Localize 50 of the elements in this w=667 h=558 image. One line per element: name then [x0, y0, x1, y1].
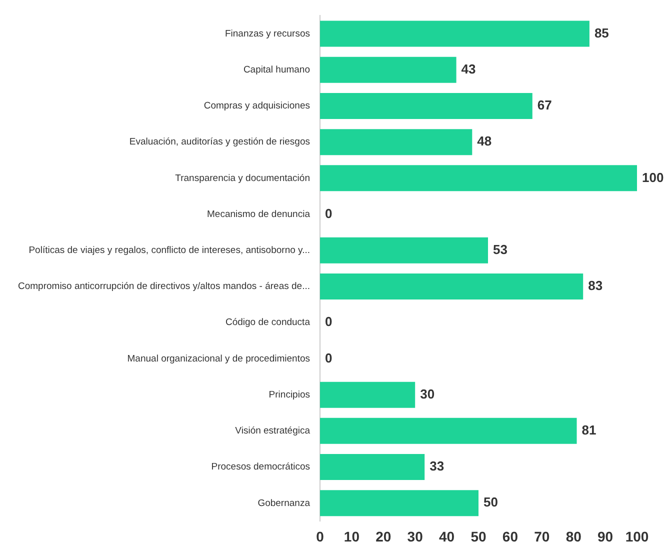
data-label: 67	[537, 98, 552, 113]
x-tick-label: 0	[316, 528, 324, 544]
bar	[320, 418, 577, 444]
y-tick-label: Mecanismo de denuncia	[207, 208, 311, 220]
data-label: 0	[324, 314, 332, 330]
data-label: 43	[461, 61, 476, 76]
y-tick-label: Código de conducta	[225, 317, 311, 328]
data-label: 48	[477, 134, 492, 149]
data-label: 83	[588, 278, 603, 294]
bar	[320, 165, 637, 192]
bar	[320, 92, 532, 119]
data-label: 0	[324, 206, 332, 221]
bar	[320, 490, 478, 516]
data-label: 30	[420, 386, 435, 402]
bar	[320, 382, 416, 408]
x-tick-label: 10	[344, 528, 360, 544]
bar	[320, 129, 472, 156]
y-tick-label: Manual organizacional y de procedimientos	[127, 353, 310, 364]
data-label: 85	[594, 25, 609, 40]
y-tick-label: Transparencia y documentación	[175, 172, 310, 184]
x-tick-label: 30	[407, 528, 424, 544]
data-label: 0	[324, 350, 332, 366]
bar	[320, 20, 590, 47]
x-tick-label: 100	[625, 528, 649, 544]
bar	[320, 56, 456, 83]
y-tick-label: Principios	[268, 389, 310, 400]
y-tick-label: Evaluación, auditorías y gestión de riesgos	[129, 136, 310, 148]
y-tick-label: Capital humano	[243, 64, 310, 76]
x-tick-label: 60	[502, 528, 518, 544]
x-tick-label: 50	[470, 528, 486, 544]
bar	[320, 274, 584, 300]
x-tick-label: 20	[376, 528, 392, 544]
data-label: 81	[582, 422, 596, 438]
data-label: 100	[642, 170, 664, 185]
y-tick-label: Compromiso anticorrupción de directivos y/altos mandos - áreas de...	[18, 281, 310, 292]
x-tick-label: 80	[566, 528, 582, 544]
bar	[320, 454, 425, 480]
x-tick-label: 40	[439, 528, 455, 544]
y-tick-label: Gobernanza	[258, 498, 311, 509]
x-tick-label: 70	[534, 528, 550, 544]
data-label: 50	[483, 494, 498, 510]
data-label: 33	[430, 458, 444, 474]
y-tick-label: Compras y adquisiciones	[204, 100, 310, 112]
y-tick-label: Finanzas y recursos	[224, 28, 310, 40]
y-tick-label: Visión estratégica	[235, 426, 311, 437]
y-tick-label: Procesos democráticos	[211, 462, 310, 473]
y-tick-label: Políticas de viajes y regalos, conflicto de intereses, antisoborno y...	[28, 245, 310, 256]
data-label: 53	[493, 242, 508, 257]
x-tick-label: 90	[598, 528, 614, 544]
bar	[320, 237, 488, 264]
